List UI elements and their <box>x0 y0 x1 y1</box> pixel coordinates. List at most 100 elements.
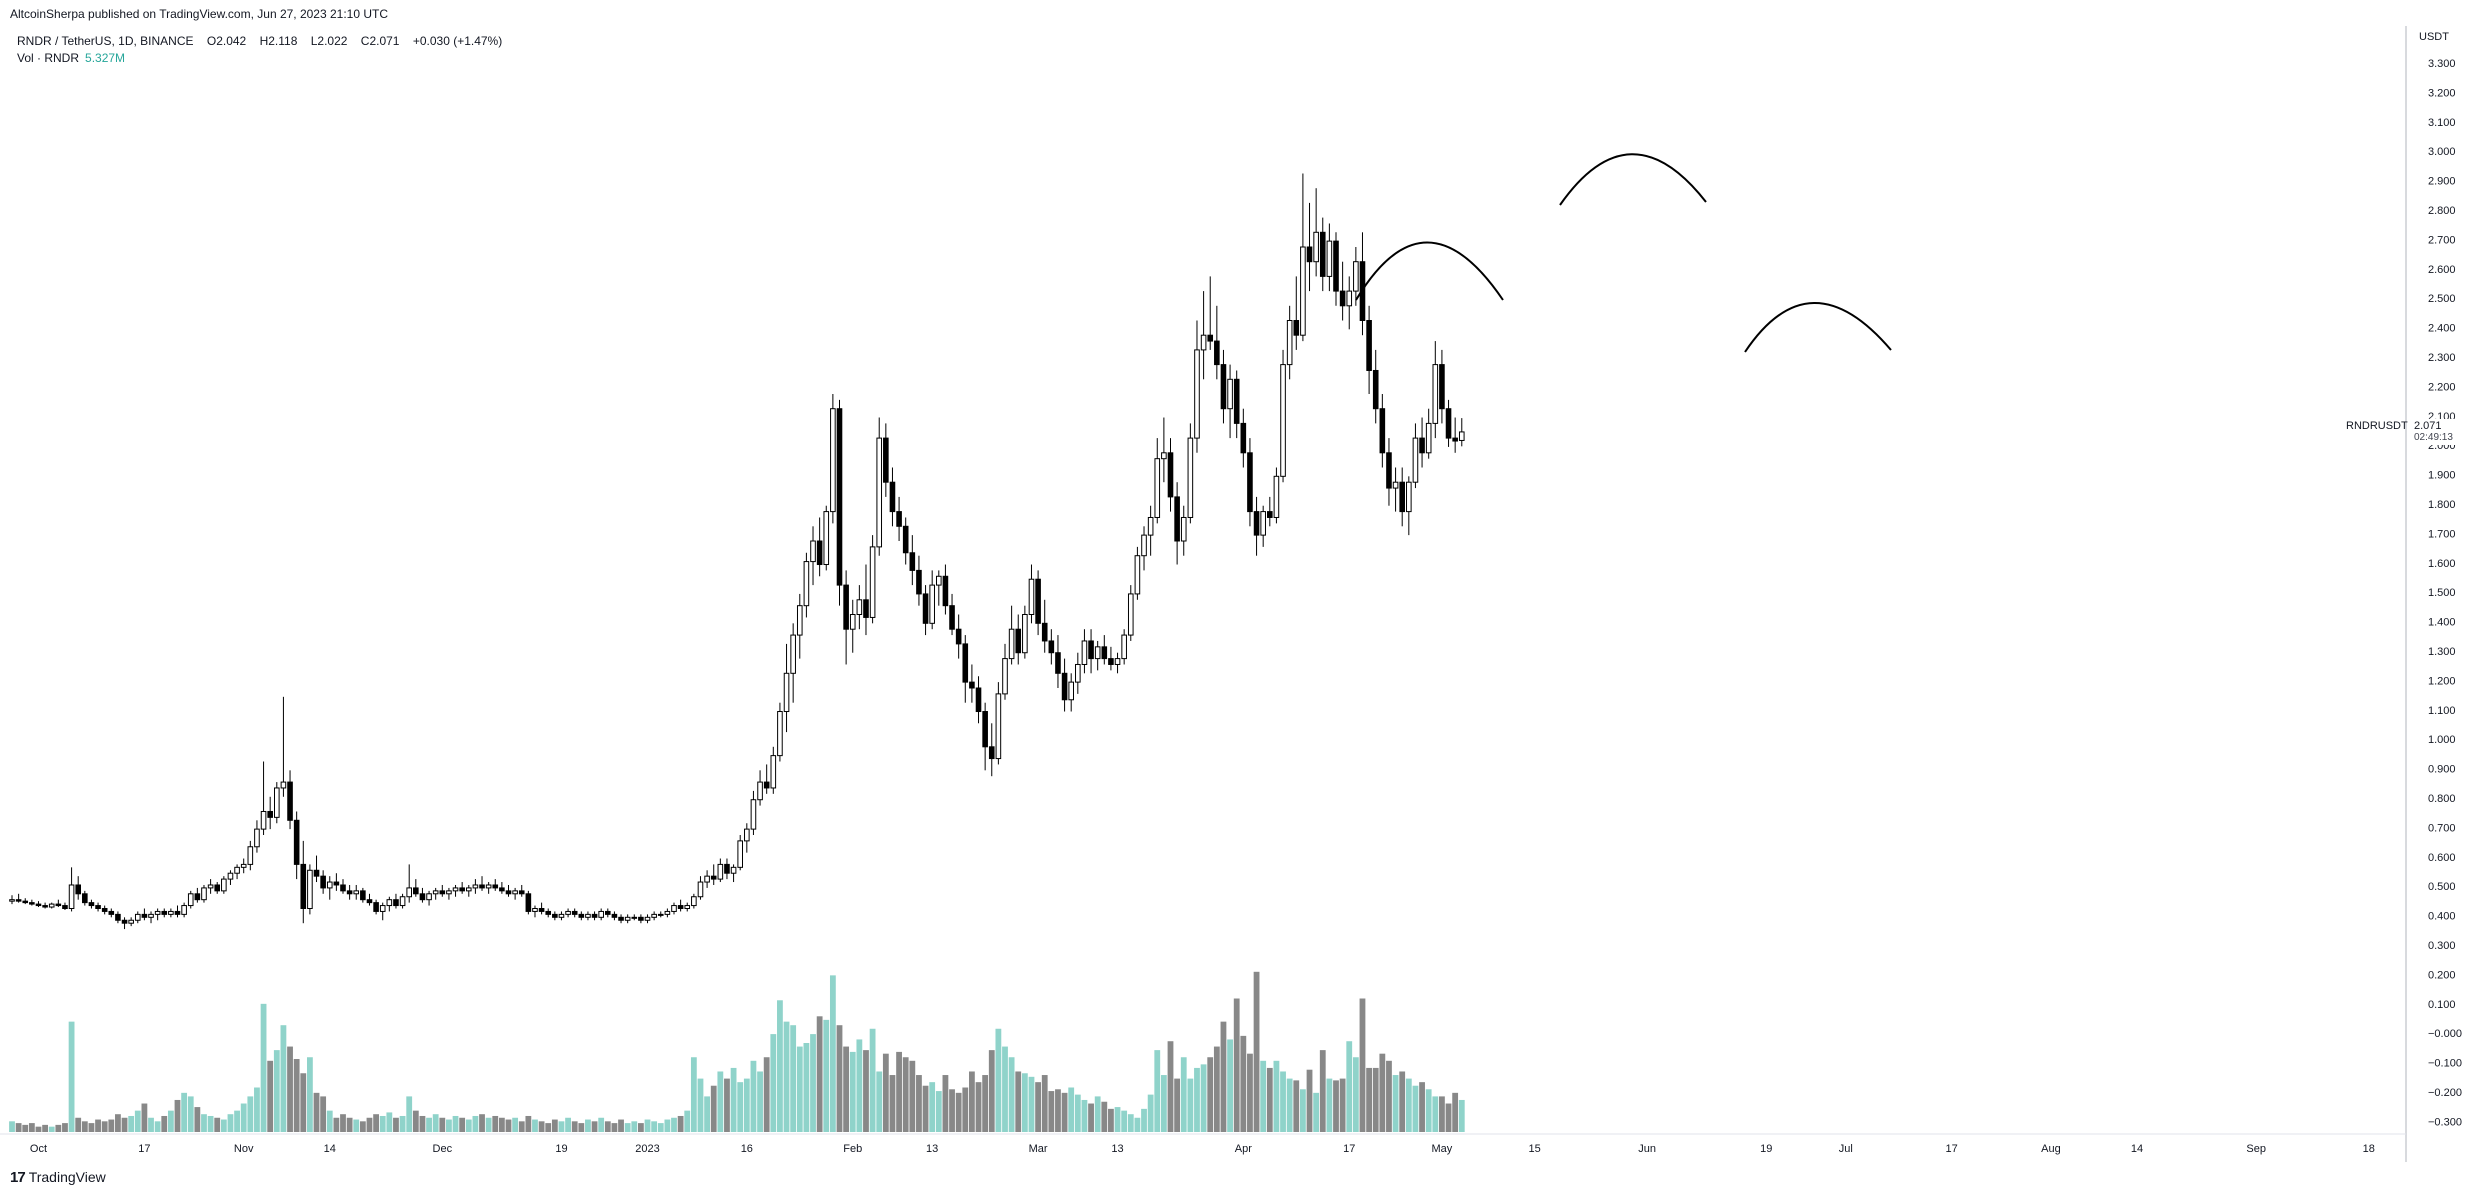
candle-body <box>88 902 95 907</box>
volume-bar <box>803 1043 810 1132</box>
volume-bar <box>671 1117 677 1132</box>
candle-body <box>234 866 240 874</box>
volume-bar <box>1405 1078 1412 1132</box>
volume-bar <box>492 1115 499 1132</box>
candle-body <box>532 908 538 912</box>
volume-bar <box>1101 1101 1108 1132</box>
volume-bar <box>1220 1021 1227 1132</box>
symbol-title[interactable]: RNDR / TetherUS, 1D, BINANCE <box>17 34 194 48</box>
candle-body <box>664 910 671 915</box>
volume-label[interactable]: Vol · RNDR <box>17 51 80 65</box>
candle-body <box>326 881 333 889</box>
candle-body <box>710 875 717 880</box>
candle-body <box>796 605 803 636</box>
volume-bar <box>869 1028 876 1132</box>
price-tick-label: 1.700 <box>2428 528 2456 540</box>
volume-bar <box>611 1123 618 1132</box>
volume-bar <box>598 1117 605 1132</box>
candle-body <box>267 810 273 818</box>
volume-bar <box>1319 1050 1326 1132</box>
volume-bar <box>22 1124 29 1132</box>
candle-body <box>823 511 830 566</box>
candle-body <box>1253 511 1260 536</box>
candle-body <box>763 781 770 789</box>
price-tick-label: 0.200 <box>2428 969 2456 981</box>
candle-body <box>128 919 134 924</box>
candle-body <box>677 905 684 909</box>
candle-body <box>1353 261 1359 292</box>
volume-bar <box>234 1110 240 1132</box>
volume-bar <box>631 1121 638 1132</box>
volume-bar <box>1425 1089 1432 1132</box>
volume-bar <box>876 1071 883 1132</box>
candle-body <box>62 905 68 909</box>
volume-bar <box>1293 1080 1300 1132</box>
volume-bar <box>75 1117 82 1132</box>
tradingview-logo[interactable]: 17 TradingView <box>10 1169 106 1186</box>
candle-body <box>644 916 651 921</box>
volume-bar <box>664 1119 671 1132</box>
price-tick-label: 1.100 <box>2428 705 2456 717</box>
volume-bar <box>1419 1082 1425 1132</box>
volume-bar <box>1088 1103 1094 1132</box>
volume-bar <box>399 1115 406 1132</box>
volume-bar <box>148 1117 154 1132</box>
candle-body <box>1432 364 1439 424</box>
price-tick-label: 2.400 <box>2428 323 2456 335</box>
candle-body <box>949 605 955 630</box>
candle-body <box>48 903 55 908</box>
volume-bar <box>81 1121 88 1132</box>
price-tick-label: 2.800 <box>2428 205 2456 217</box>
candle-body <box>141 913 148 918</box>
price-tick-label: 0.100 <box>2428 999 2456 1011</box>
volume-bar <box>1346 1041 1353 1132</box>
candle-body <box>393 899 399 907</box>
volume-bar <box>988 1050 995 1132</box>
candle-body <box>750 799 757 830</box>
candle-body <box>134 913 141 921</box>
volume-bar <box>386 1112 393 1132</box>
candle-body <box>254 828 260 848</box>
volume-bar <box>1147 1094 1154 1132</box>
candle-body <box>922 593 929 624</box>
candle-body <box>1180 516 1187 542</box>
candle-body <box>657 913 664 916</box>
candle-body <box>413 887 419 895</box>
volume-bar <box>1160 1075 1167 1132</box>
volume-bar <box>181 1092 188 1132</box>
volume-bar <box>796 1046 803 1132</box>
volume-bar <box>505 1119 512 1132</box>
candle-body <box>194 893 201 901</box>
volume-bar <box>591 1121 598 1132</box>
candle-body <box>1425 422 1432 454</box>
candle-body <box>1372 369 1379 410</box>
candle-body <box>1194 349 1200 439</box>
volume-bar <box>1286 1078 1293 1132</box>
volume-bar <box>565 1117 571 1132</box>
volume-bar <box>849 1051 856 1132</box>
time-tick-label: Mar <box>1029 1143 1048 1155</box>
price-tick-label: 2.200 <box>2428 381 2456 393</box>
price-tick-label: 0.300 <box>2428 940 2456 952</box>
volume-bar <box>426 1117 432 1132</box>
volume-bar <box>690 1057 697 1132</box>
candle-body <box>373 902 379 912</box>
volume-bar <box>1174 1078 1181 1132</box>
volume-bar <box>1094 1096 1101 1132</box>
volume-bar <box>254 1087 260 1132</box>
volume-bar <box>955 1092 962 1132</box>
candle-body <box>1081 640 1088 665</box>
volume-legend: Vol · RNDR 5.327M <box>17 51 125 65</box>
candle-body <box>1154 458 1161 518</box>
volume-bar <box>373 1114 379 1132</box>
volume-bar <box>750 1060 757 1132</box>
candle-body <box>730 866 737 874</box>
price-tick-label: −0.000 <box>2428 1028 2462 1040</box>
candle-body <box>744 828 750 842</box>
volume-bar <box>128 1115 135 1132</box>
volume-bar <box>498 1117 505 1132</box>
close-value: 2.071 <box>369 34 400 48</box>
volume-bar <box>578 1123 585 1132</box>
candle-body <box>810 540 816 563</box>
